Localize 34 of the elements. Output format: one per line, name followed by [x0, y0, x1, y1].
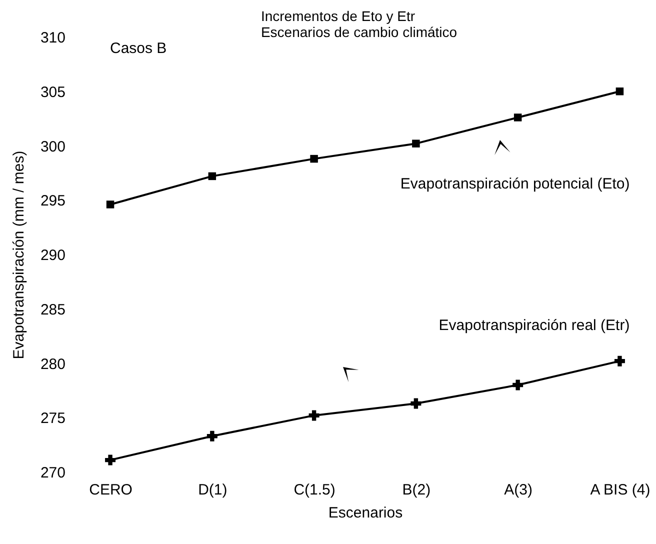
- x-tick-label: A(3): [504, 482, 532, 498]
- point: [412, 140, 420, 148]
- point: [512, 380, 524, 390]
- y-axis-title: Evapotranspiración (mm / mes): [10, 150, 28, 360]
- x-tick-label: A BIS (4): [590, 482, 650, 498]
- y-tick-label: 280: [40, 356, 66, 373]
- x-tick-label: D(1): [198, 482, 228, 498]
- series-label: Evapotranspiración real (Etr): [438, 317, 630, 334]
- y-tick-label: 270: [40, 464, 66, 482]
- point: [616, 88, 624, 96]
- x-tick-label: CERO: [89, 482, 132, 498]
- point: [105, 454, 116, 466]
- y-tick-label: 275: [40, 410, 66, 428]
- x-tick-label: B(2): [402, 482, 431, 498]
- chart-subtitle: Escenarios de cambio climático: [260, 24, 458, 40]
- point: [614, 356, 625, 366]
- y-tick-label: 300: [40, 138, 66, 156]
- annotation: Casos B: [110, 40, 167, 57]
- chart-title: Incrementos de Eto y Etr: [260, 8, 416, 24]
- y-tick-label: 285: [40, 301, 66, 318]
- point: [308, 410, 320, 421]
- point: [206, 430, 218, 442]
- point: [310, 154, 318, 163]
- y-tick-label: 305: [40, 84, 66, 101]
- point: [208, 172, 216, 180]
- series-label: Evapotranspiración potencial (Eto): [400, 175, 630, 192]
- y-tick-label: 290: [40, 247, 66, 264]
- y-tick-label: 295: [40, 192, 66, 210]
- point: [410, 398, 422, 409]
- point: [514, 114, 522, 122]
- y-tick-label: 310: [40, 30, 66, 46]
- x-axis-title: Escenarios: [328, 504, 403, 522]
- x-tick-label: C(1.5): [294, 482, 336, 498]
- point: [106, 200, 114, 208]
